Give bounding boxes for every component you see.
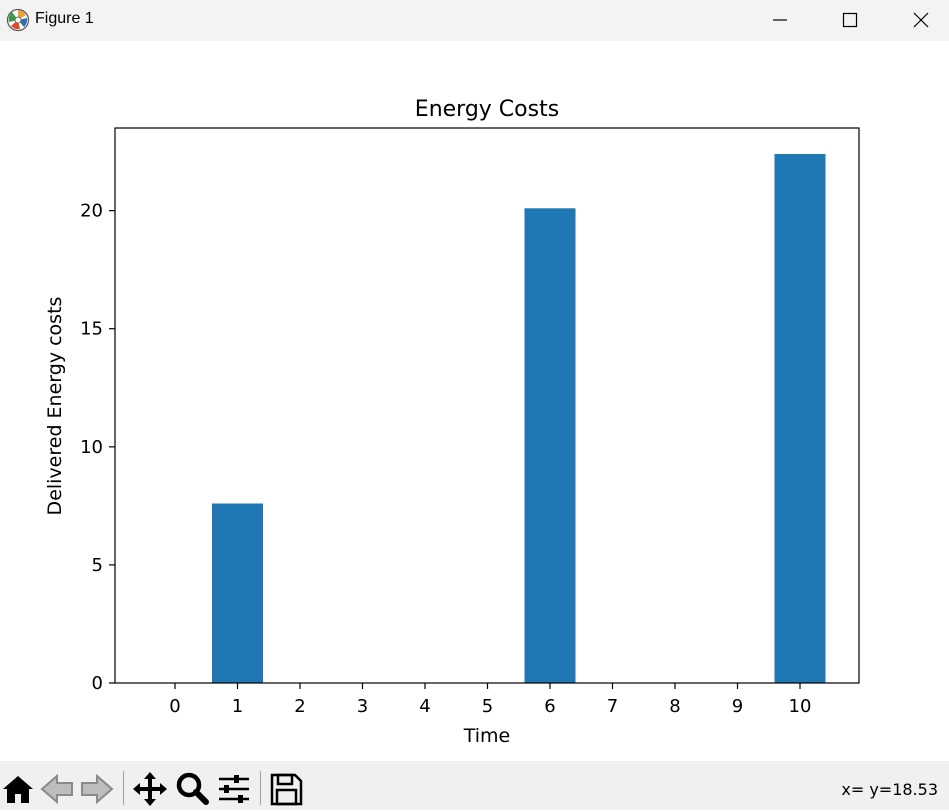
x-tick-label: 8 [669,696,680,717]
y-tick-label: 15 [80,319,103,340]
forward-button[interactable] [78,771,114,807]
forward-icon [81,773,114,805]
navigation-toolbar: x= y=18.53 [0,761,949,810]
minimize-button[interactable] [757,0,803,41]
maximize-button[interactable] [827,0,873,41]
home-icon [3,776,33,803]
x-tick-label: 0 [169,696,180,717]
x-tick-label: 4 [419,696,430,717]
y-tick-label: 5 [92,555,103,576]
matplotlib-logo-icon [6,8,30,32]
x-tick-label: 10 [789,696,812,717]
x-tick-label: 9 [732,696,743,717]
zoom-button[interactable] [174,771,210,807]
toolbar-separator [260,771,261,805]
x-tick-label: 6 [544,696,555,717]
x-tick-label: 7 [607,696,618,717]
close-button[interactable] [898,0,944,41]
zoom-icon [176,772,209,805]
y-axis-label: Delivered Energy costs [44,297,66,516]
pan-button[interactable] [132,771,168,807]
home-button[interactable] [0,771,36,807]
save-icon [270,773,303,806]
pan-icon [133,772,167,806]
bar-10 [774,153,826,683]
y-tick-label: 0 [92,673,103,694]
maximize-icon [842,12,858,28]
y-tick-label: 10 [80,437,103,458]
chart-title: Energy Costs [415,97,559,122]
configure-subplots-button[interactable] [216,771,252,807]
x-tick-label: 2 [294,696,305,717]
toolbar-separator [123,771,124,805]
y-tick-label: 20 [80,201,103,222]
bar-6 [524,208,576,684]
x-tick-label: 3 [357,696,368,717]
back-button[interactable] [40,771,76,807]
x-ticks: 0 1 2 3 4 5 6 7 8 9 10 [169,683,811,717]
window-title: Figure 1 [35,10,94,27]
bar-1 [212,503,263,683]
minimize-icon [773,19,787,21]
x-tick-label: 5 [482,696,493,717]
coordinate-readout: x= y=18.53 [841,780,938,799]
configure-subplots-icon [219,775,249,803]
bars-group [212,153,826,684]
title-bar: Figure 1 [0,0,949,41]
y-ticks: 0 5 10 15 20 [80,201,115,694]
save-button[interactable] [268,771,304,807]
close-icon [913,12,929,28]
x-axis-label: Time [463,725,511,747]
x-tick-label: 1 [232,696,243,717]
back-icon [40,773,73,805]
